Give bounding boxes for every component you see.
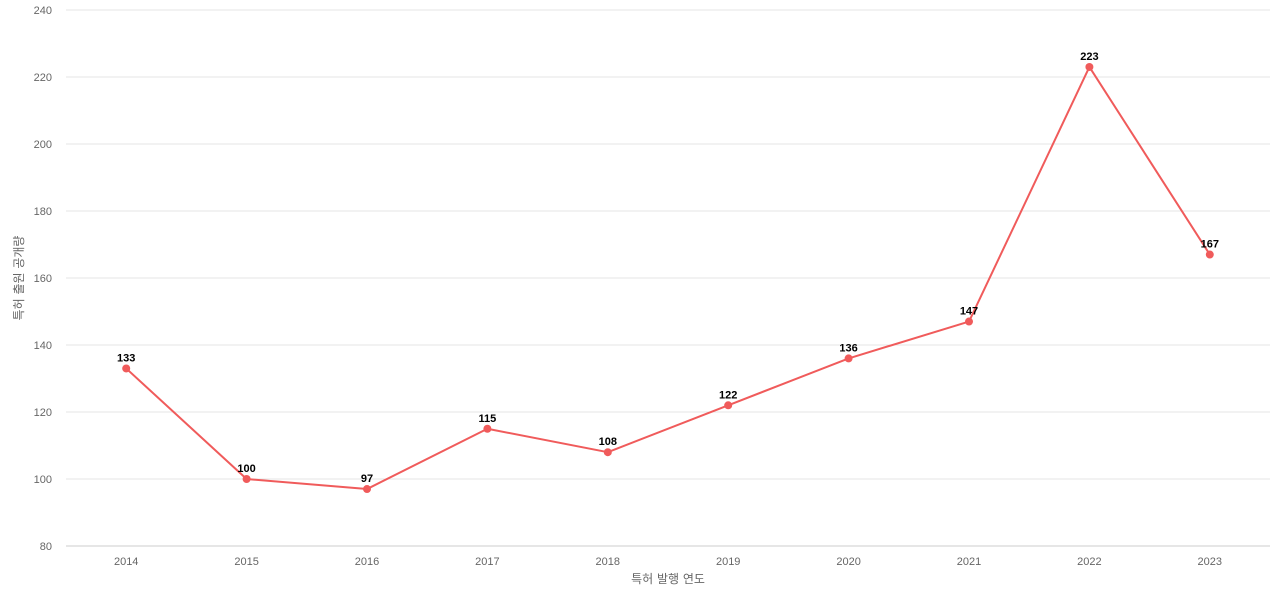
data-label: 122 xyxy=(719,389,737,401)
y-axis-ticks: 80 100 120 140 160 180 200 220 240 xyxy=(34,5,52,553)
data-label: 167 xyxy=(1201,239,1219,251)
data-label: 147 xyxy=(960,306,978,318)
x-tick-label: 2017 xyxy=(475,556,499,568)
y-tick-label: 180 xyxy=(34,206,52,218)
x-tick-label: 2016 xyxy=(355,556,379,568)
data-label: 136 xyxy=(839,342,857,354)
y-tick-label: 140 xyxy=(34,340,52,352)
data-label: 97 xyxy=(361,473,373,485)
data-point[interactable] xyxy=(1205,250,1214,259)
series-line xyxy=(125,65,1211,491)
data-label: 223 xyxy=(1080,51,1098,63)
y-tick-label: 160 xyxy=(34,273,52,285)
x-axis-title: 특허 발행 연도 xyxy=(631,571,705,586)
x-tick-label: 2014 xyxy=(114,556,138,568)
y-tick-label: 240 xyxy=(34,5,52,17)
series xyxy=(122,62,1214,494)
gridlines xyxy=(66,9,1270,480)
data-labels: 133 100 97 115 108 122 136 147 223 167 xyxy=(117,51,1219,485)
x-tick-label: 2018 xyxy=(596,556,620,568)
y-tick-label: 220 xyxy=(34,72,52,84)
x-tick-label: 2023 xyxy=(1198,556,1222,568)
data-label: 108 xyxy=(599,436,617,448)
data-point[interactable] xyxy=(1085,62,1094,71)
data-point[interactable] xyxy=(724,401,733,410)
x-axis-ticks: 2014 2015 2016 2017 2018 2019 2020 2021 2022 2023 xyxy=(114,556,1222,568)
y-tick-label: 80 xyxy=(40,541,52,553)
y-tick-label: 200 xyxy=(34,139,52,151)
y-tick-label: 120 xyxy=(34,407,52,419)
y-axis-title: 특허 출원 공개량 xyxy=(12,236,26,321)
x-tick-label: 2020 xyxy=(836,556,860,568)
data-point[interactable] xyxy=(363,485,371,494)
data-point[interactable] xyxy=(965,317,973,326)
data-label: 115 xyxy=(479,413,497,425)
data-point[interactable] xyxy=(122,364,131,373)
y-tick-label: 100 xyxy=(34,474,52,486)
x-tick-label: 2022 xyxy=(1077,556,1101,568)
data-point[interactable] xyxy=(483,424,492,433)
data-point[interactable] xyxy=(603,448,612,457)
x-tick-label: 2015 xyxy=(234,556,258,568)
data-point[interactable] xyxy=(844,354,853,363)
data-label: 100 xyxy=(237,463,255,475)
x-tick-label: 2021 xyxy=(957,556,981,568)
x-tick-label: 2019 xyxy=(716,556,740,568)
data-point[interactable] xyxy=(242,475,251,483)
data-label: 133 xyxy=(117,352,135,364)
